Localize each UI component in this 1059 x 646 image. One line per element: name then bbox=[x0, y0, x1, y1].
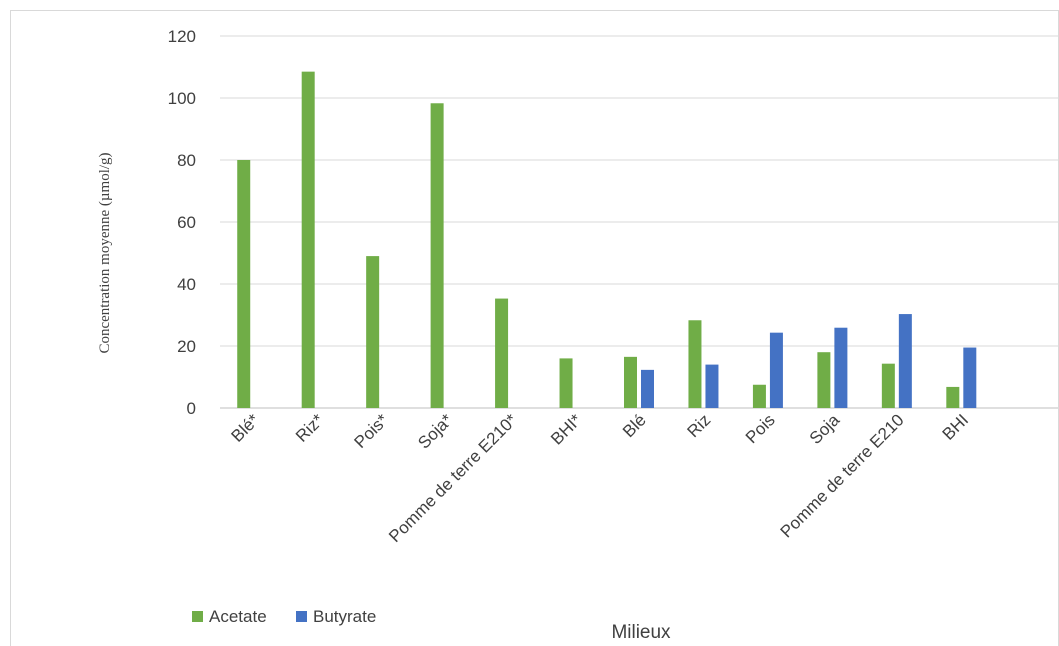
x-tick-label: Blé bbox=[619, 410, 650, 441]
x-tick-label: Blé* bbox=[228, 410, 264, 446]
y-axis-label: Concentration moyenne (µmol/g) bbox=[97, 152, 113, 353]
y-tick-label: 60 bbox=[177, 213, 196, 232]
x-tick-label: BHI bbox=[939, 410, 972, 443]
bar-acetate-riz-star bbox=[301, 71, 315, 409]
y-tick-labels: 0 20 40 60 80 100 120 bbox=[168, 27, 196, 418]
bar-acetate-bhi bbox=[946, 386, 960, 408]
x-tick-label: Pomme de terre E210* bbox=[385, 410, 521, 546]
bar-acetate-pois bbox=[752, 384, 766, 408]
bar-acetate-ble bbox=[624, 356, 637, 408]
legend-swatch-acetate bbox=[192, 611, 203, 622]
bar-butyrate-bhi bbox=[963, 347, 977, 408]
bar-butyrate-riz bbox=[705, 364, 719, 408]
x-tick-label: Pois* bbox=[350, 410, 392, 452]
x-axis-label: Milieux bbox=[611, 622, 671, 643]
bar-acetate-riz bbox=[688, 320, 702, 408]
bar-acetate-pomme-de-terre-e210 bbox=[881, 363, 895, 408]
y-tick-label: 100 bbox=[168, 89, 196, 108]
bar-butyrate-pois bbox=[769, 332, 783, 408]
bar-acetate-bhi-star bbox=[559, 358, 573, 408]
bar-acetate-soja-star bbox=[430, 103, 444, 409]
x-tick-label: BHI* bbox=[547, 410, 585, 448]
y-tick-label: 40 bbox=[177, 275, 196, 294]
legend: Acetate Butyrate bbox=[192, 607, 376, 626]
y-tick-label: 120 bbox=[168, 27, 196, 46]
x-tick-label: Soja* bbox=[414, 410, 456, 452]
x-tick-label: Soja bbox=[806, 410, 844, 448]
bar-butyrate-pomme-de-terre-e210 bbox=[898, 314, 912, 408]
x-tick-label: Pomme de terre E210 bbox=[777, 410, 908, 541]
x-tick-label: Riz bbox=[683, 410, 714, 441]
bar-acetate-pomme-de-terre-e210-star bbox=[495, 298, 509, 408]
x-tick-labels: Blé* Riz* Pois* Soja*Pomme de terre E210* BH… bbox=[228, 410, 973, 546]
x-tick-label: Pois bbox=[742, 410, 779, 447]
bar-acetate-ble-star bbox=[237, 160, 251, 408]
legend-label-butyrate: Butyrate bbox=[313, 607, 376, 626]
y-tick-label: 80 bbox=[177, 151, 196, 170]
bar-butyrate-ble bbox=[641, 369, 654, 408]
y-tick-label: 0 bbox=[187, 399, 196, 418]
x-tick-label: Riz* bbox=[292, 410, 328, 446]
bars bbox=[237, 71, 977, 409]
gridlines bbox=[220, 35, 1058, 409]
bar-acetate-soja bbox=[817, 352, 831, 408]
y-tick-label: 20 bbox=[177, 337, 196, 356]
bar-butyrate-soja bbox=[834, 327, 848, 408]
legend-label-acetate: Acetate bbox=[209, 607, 267, 626]
bar-acetate-pois-star bbox=[366, 256, 380, 408]
legend-swatch-butyrate bbox=[296, 611, 307, 622]
